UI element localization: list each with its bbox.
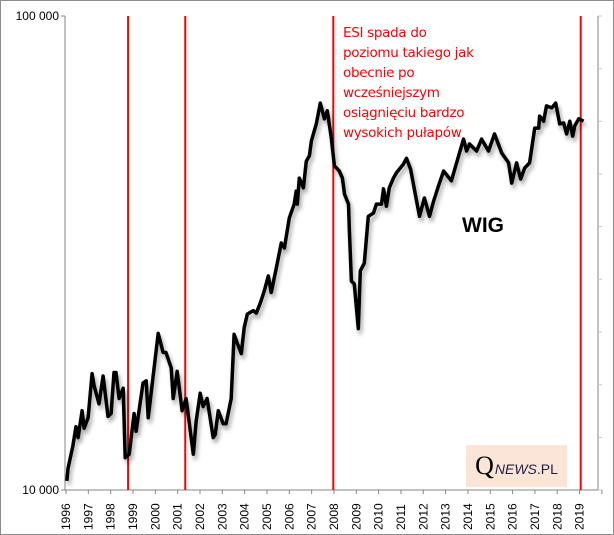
x-tick-label: 2017	[528, 503, 542, 530]
esi-annotation: ESI spada do poziomu takiego jak obecnie…	[343, 23, 493, 143]
x-tick-label: 2008	[327, 503, 341, 530]
qnews-logo: Q NEWS.PL	[466, 445, 567, 487]
x-tick-label: 2001	[171, 503, 185, 530]
logo-q: Q	[475, 451, 494, 480]
x-tick-label: 2013	[439, 503, 453, 530]
logo-news: NEWS	[494, 461, 537, 477]
x-tick-label: 2016	[506, 503, 520, 530]
x-tick-label: 2005	[260, 503, 274, 530]
annotation-line: obecnie po	[343, 65, 415, 81]
x-tick-label: 1996	[59, 503, 73, 530]
x-tick-label: 2002	[193, 503, 207, 530]
x-tick-label: 2012	[416, 503, 430, 530]
x-tick-label: 1998	[104, 503, 118, 530]
series-label-wig: WIG	[462, 214, 504, 237]
y-tick-label: 10 000	[22, 483, 59, 497]
x-tick-label: 2014	[461, 503, 475, 530]
annotation-line: ESI spada do	[343, 25, 427, 41]
x-tick-label: 2018	[550, 503, 564, 530]
x-tick-label: 1999	[126, 503, 140, 530]
x-tick-label: 2011	[394, 504, 408, 530]
x-tick-label: 1997	[81, 503, 95, 530]
x-tick-label: 2007	[305, 503, 319, 530]
x-tick-label: 2019	[573, 503, 587, 530]
x-tick-label: 2015	[483, 503, 497, 530]
x-tick-label: 2003	[215, 503, 229, 530]
annotation-line: poziomu takiego jak	[343, 45, 474, 61]
x-tick-label: 2010	[372, 503, 386, 530]
x-tick-label: 2000	[148, 503, 162, 530]
annotation-line: osiągnięciu bardzo	[343, 105, 465, 121]
x-tick-label: 2004	[238, 503, 252, 530]
wig-series-line	[65, 101, 585, 482]
annotation-line: wysokich pułapów	[343, 125, 462, 141]
y-tick-label: 100 000	[16, 9, 60, 23]
annotation-line: wcześniejszym	[343, 85, 440, 101]
logo-pl: .PL	[536, 461, 558, 477]
x-tick-label: 2009	[349, 503, 363, 530]
x-tick-label: 2006	[282, 503, 296, 530]
